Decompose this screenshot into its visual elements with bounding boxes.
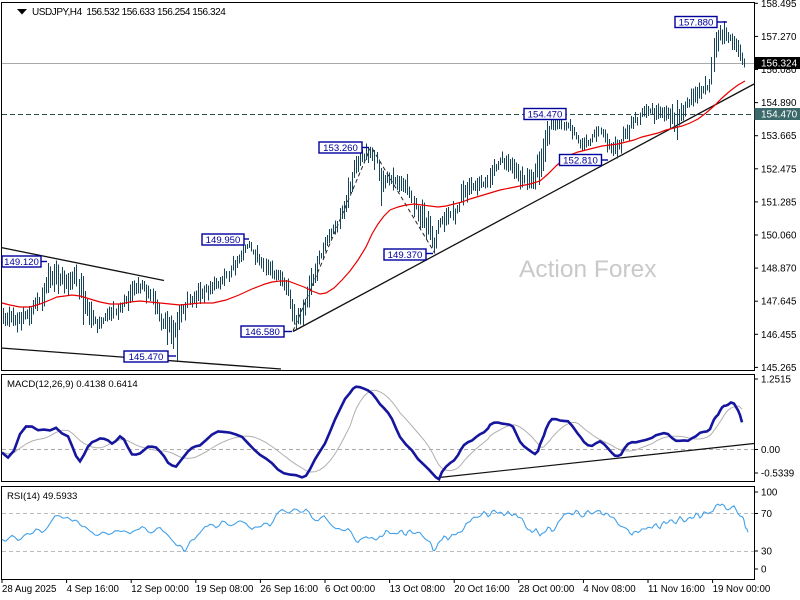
svg-text:158.495: 158.495 (761, 0, 797, 10)
svg-text:1.2515: 1.2515 (761, 375, 792, 386)
svg-text:146.455: 146.455 (761, 330, 797, 341)
svg-text:USDJPY,H4 156.532 156.633 156: USDJPY,H4 156.532 156.633 156.254 156.32… (32, 7, 226, 18)
svg-text:26 Sep 16:00: 26 Sep 16:00 (260, 584, 318, 595)
svg-text:148.870: 148.870 (761, 264, 797, 275)
svg-text:-0.5339: -0.5339 (761, 469, 794, 480)
svg-text:154.470: 154.470 (528, 110, 563, 121)
svg-text:20 Oct 16:00: 20 Oct 16:00 (454, 584, 510, 595)
svg-text:0.00: 0.00 (761, 445, 781, 456)
svg-text:156.324: 156.324 (761, 59, 798, 70)
svg-text:146.580: 146.580 (245, 327, 280, 338)
svg-text:0: 0 (761, 565, 767, 576)
svg-text:157.270: 157.270 (761, 32, 797, 43)
svg-text:153.260: 153.260 (323, 143, 358, 154)
svg-text:11 Nov 16:00: 11 Nov 16:00 (648, 584, 706, 595)
svg-text:145.265: 145.265 (761, 363, 797, 374)
svg-text:149.370: 149.370 (388, 250, 423, 261)
svg-text:28 Aug 2025: 28 Aug 2025 (2, 584, 56, 595)
svg-text:70: 70 (761, 509, 772, 520)
svg-text:4 Nov 08:00: 4 Nov 08:00 (583, 584, 636, 595)
svg-text:4 Sep 16:00: 4 Sep 16:00 (67, 584, 120, 595)
svg-text:151.285: 151.285 (761, 197, 797, 208)
svg-text:156.080: 156.080 (761, 65, 797, 76)
svg-text:19 Nov 00:00: 19 Nov 00:00 (713, 584, 771, 595)
svg-text:145.470: 145.470 (129, 352, 164, 363)
svg-text:RSI(14) 49.5933: RSI(14) 49.5933 (7, 491, 77, 502)
svg-text:19 Sep 08:00: 19 Sep 08:00 (196, 584, 254, 595)
svg-text:30: 30 (761, 547, 772, 558)
svg-text:147.645: 147.645 (761, 297, 797, 308)
svg-text:154.890: 154.890 (761, 98, 797, 109)
svg-text:149.120: 149.120 (4, 257, 39, 268)
svg-text:157.880: 157.880 (679, 18, 714, 29)
svg-text:28 Oct 00:00: 28 Oct 00:00 (519, 584, 575, 595)
svg-text:MACD(12,26,9) 0.4138 0.6414: MACD(12,26,9) 0.4138 0.6414 (7, 379, 138, 390)
svg-text:153.665: 153.665 (761, 131, 797, 142)
svg-text:13 Oct 08:00: 13 Oct 08:00 (390, 584, 446, 595)
svg-text:152.475: 152.475 (761, 164, 797, 175)
svg-text:6 Oct 00:00: 6 Oct 00:00 (325, 584, 376, 595)
svg-text:100: 100 (761, 488, 778, 499)
svg-text:149.950: 149.950 (206, 235, 241, 246)
svg-text:12 Sep 00:00: 12 Sep 00:00 (131, 584, 189, 595)
svg-text:Action Forex: Action Forex (519, 256, 657, 283)
svg-text:154.470: 154.470 (761, 110, 798, 121)
svg-text:150.060: 150.060 (761, 231, 797, 242)
svg-text:152.810: 152.810 (563, 156, 598, 167)
